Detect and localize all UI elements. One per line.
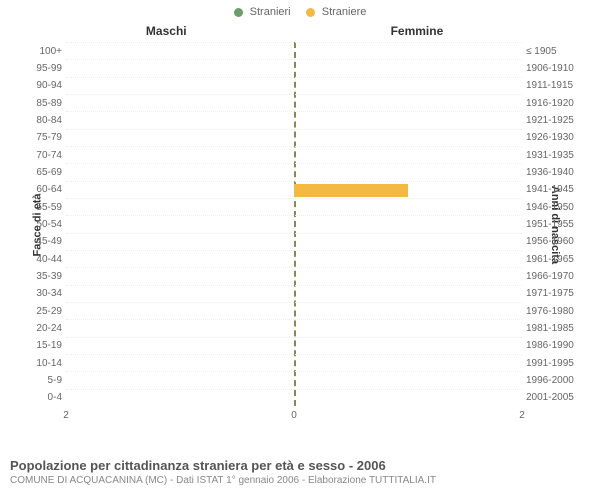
age-label: 35-39 xyxy=(20,272,62,282)
birth-year-label: 1921-1925 xyxy=(526,116,586,126)
birth-year-label: 1971-1975 xyxy=(526,289,586,299)
birth-year-label: 1986-1990 xyxy=(526,341,586,351)
age-row: 45-491956-1960 xyxy=(66,233,522,251)
age-label: 30-34 xyxy=(20,289,62,299)
age-row: 100+≤ 1905 xyxy=(66,42,522,60)
birth-year-label: 1911-1915 xyxy=(526,81,586,91)
birth-year-label: 1976-1980 xyxy=(526,307,586,317)
legend-label-female: Straniere xyxy=(322,6,367,18)
age-label: 70-74 xyxy=(20,151,62,161)
age-row: 15-191986-1990 xyxy=(66,337,522,355)
birth-year-label: ≤ 1905 xyxy=(526,47,586,57)
x-tick: 0 xyxy=(291,410,297,421)
age-row: 65-691936-1940 xyxy=(66,163,522,181)
age-label: 85-89 xyxy=(20,99,62,109)
age-row: 35-391966-1970 xyxy=(66,267,522,285)
x-tick: 2 xyxy=(63,410,69,421)
age-label: 40-44 xyxy=(20,255,62,265)
x-tick: 2 xyxy=(519,410,525,421)
age-row: 55-591946-1950 xyxy=(66,198,522,216)
birth-year-label: 1996-2000 xyxy=(526,376,586,386)
birth-year-label: 1931-1935 xyxy=(526,151,586,161)
age-row: 75-791926-1930 xyxy=(66,129,522,147)
age-row: 0-42001-2005 xyxy=(66,389,522,407)
birth-year-label: 1906-1910 xyxy=(526,64,586,74)
age-row: 25-291976-1980 xyxy=(66,302,522,320)
age-label: 0-4 xyxy=(20,393,62,403)
age-label: 20-24 xyxy=(20,324,62,334)
birth-year-label: 1936-1940 xyxy=(526,168,586,178)
legend-item-male: Stranieri xyxy=(234,6,291,18)
birth-year-label: 1966-1970 xyxy=(526,272,586,282)
age-label: 10-14 xyxy=(20,359,62,369)
age-row: 20-241981-1985 xyxy=(66,319,522,337)
birth-year-label: 1946-1950 xyxy=(526,203,586,213)
footer-subtitle: COMUNE DI ACQUACANINA (MC) - Dati ISTAT … xyxy=(10,475,590,486)
birth-year-label: 1991-1995 xyxy=(526,359,586,369)
age-label: 50-54 xyxy=(20,220,62,230)
legend-label-male: Stranieri xyxy=(250,6,291,18)
age-row: 50-541951-1955 xyxy=(66,215,522,233)
age-label: 60-64 xyxy=(20,185,62,195)
birth-year-label: 2001-2005 xyxy=(526,393,586,403)
age-row: 5-91996-2000 xyxy=(66,371,522,389)
age-label: 100+ xyxy=(20,47,62,57)
age-row: 85-891916-1920 xyxy=(66,94,522,112)
birth-year-label: 1956-1960 xyxy=(526,237,586,247)
plot-area: 100+≤ 190595-991906-191090-941911-191585… xyxy=(66,42,522,406)
column-title-female: Femmine xyxy=(391,24,444,38)
age-label: 55-59 xyxy=(20,203,62,213)
age-row: 90-941911-1915 xyxy=(66,77,522,95)
birth-year-label: 1961-1965 xyxy=(526,255,586,265)
age-label: 95-99 xyxy=(20,64,62,74)
legend-dot-female xyxy=(306,8,315,17)
age-label: 75-79 xyxy=(20,133,62,143)
age-label: 80-84 xyxy=(20,116,62,126)
age-label: 5-9 xyxy=(20,376,62,386)
birth-year-label: 1941-1945 xyxy=(526,185,586,195)
birth-year-label: 1916-1920 xyxy=(526,99,586,109)
birth-year-label: 1951-1955 xyxy=(526,220,586,230)
bar-female xyxy=(294,184,408,197)
birth-year-label: 1981-1985 xyxy=(526,324,586,334)
population-pyramid-chart: Maschi Femmine Fasce di età Anni di nasc… xyxy=(0,20,600,430)
age-row: 95-991906-1910 xyxy=(66,59,522,77)
legend-item-female: Straniere xyxy=(306,6,367,18)
age-label: 90-94 xyxy=(20,81,62,91)
legend-dot-male xyxy=(234,8,243,17)
x-axis: 2 0 2 xyxy=(66,410,522,424)
age-label: 25-29 xyxy=(20,307,62,317)
age-label: 45-49 xyxy=(20,237,62,247)
age-row: 10-141991-1995 xyxy=(66,354,522,372)
chart-footer: Popolazione per cittadinanza straniera p… xyxy=(10,458,590,486)
age-row: 60-641941-1945 xyxy=(66,181,522,199)
footer-title: Popolazione per cittadinanza straniera p… xyxy=(10,458,590,473)
birth-year-label: 1926-1930 xyxy=(526,133,586,143)
legend: Stranieri Straniere xyxy=(0,0,600,20)
age-row: 40-441961-1965 xyxy=(66,250,522,268)
age-row: 70-741931-1935 xyxy=(66,146,522,164)
age-label: 15-19 xyxy=(20,341,62,351)
column-title-male: Maschi xyxy=(146,24,187,38)
age-row: 80-841921-1925 xyxy=(66,111,522,129)
age-label: 65-69 xyxy=(20,168,62,178)
age-row: 30-341971-1975 xyxy=(66,285,522,303)
